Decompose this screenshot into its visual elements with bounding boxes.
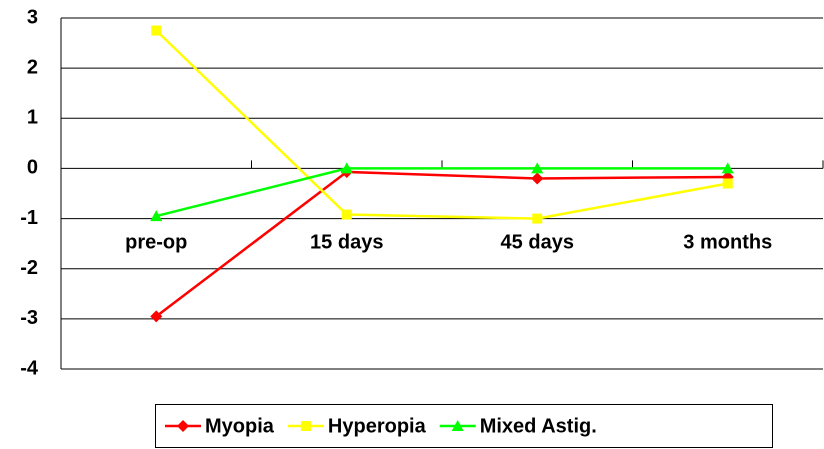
legend-label: Mixed Astig. xyxy=(480,415,597,437)
y-tick-label: 2 xyxy=(27,56,38,78)
y-tick-label: -2 xyxy=(20,257,38,279)
point-marker xyxy=(531,162,544,174)
series-line xyxy=(155,170,728,318)
point-marker xyxy=(150,310,163,323)
x-tick-label: 3 months xyxy=(683,231,772,253)
legend-marker xyxy=(177,420,189,432)
point-marker xyxy=(722,178,733,189)
legend-label: Hyperopia xyxy=(328,415,427,437)
y-tick-label: -3 xyxy=(20,307,38,329)
point-marker xyxy=(150,210,163,222)
y-tick-label: 3 xyxy=(27,6,38,28)
y-tick-label: 1 xyxy=(27,107,38,129)
series-line xyxy=(155,29,728,220)
point-marker xyxy=(531,172,544,185)
point-marker xyxy=(151,25,162,36)
point-marker xyxy=(341,209,352,220)
legend-marker xyxy=(451,420,464,431)
x-tick-label: 15 days xyxy=(310,231,383,253)
x-tick-label: 45 days xyxy=(501,231,574,253)
y-tick-label: 0 xyxy=(27,157,38,179)
x-tick-label: pre-op xyxy=(125,231,187,253)
y-tick-label: -4 xyxy=(20,357,39,379)
point-marker xyxy=(721,162,734,174)
legend-label: Myopia xyxy=(205,415,275,437)
point-marker xyxy=(532,213,543,224)
point-marker xyxy=(340,162,353,174)
series-line xyxy=(155,167,728,218)
legend-marker xyxy=(300,421,311,431)
y-tick-label: -1 xyxy=(20,207,38,229)
